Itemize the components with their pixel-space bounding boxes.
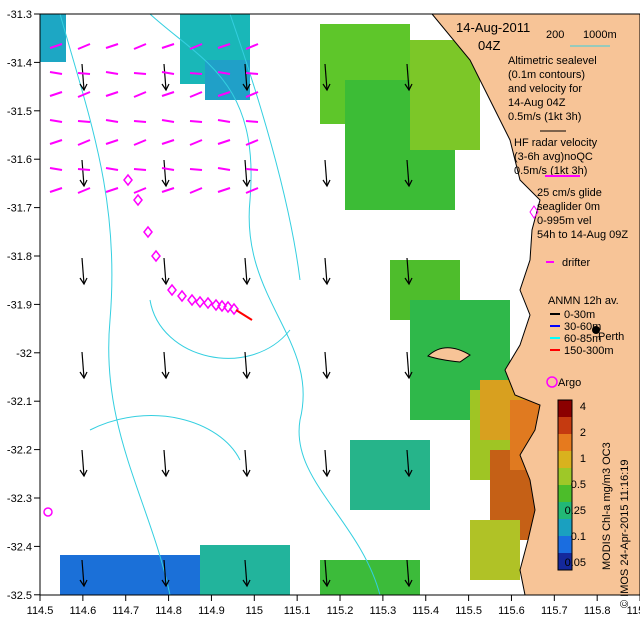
anmn-item-label: 0-30m bbox=[564, 309, 595, 321]
x-tick-label: 115.3 bbox=[370, 605, 397, 617]
perth-marker bbox=[592, 326, 600, 334]
y-tick-label: -31.3 bbox=[7, 9, 32, 21]
anmn-item-label: 150-300m bbox=[564, 345, 614, 357]
colorbar-tick-label: 0.5 bbox=[571, 479, 586, 491]
legend-line: 54h to 14-Aug 09Z bbox=[537, 229, 628, 241]
colorbar-ticks: 4 2 1 0.5 0.25 0.1 0.05 bbox=[565, 401, 586, 569]
y-tick-label: -32.5 bbox=[7, 590, 32, 602]
legend-line: seaglider 0m bbox=[537, 201, 600, 213]
glider-legend-icon bbox=[529, 205, 539, 219]
anmn-item-label: 30-60m bbox=[564, 321, 601, 333]
argo-marker bbox=[43, 507, 53, 517]
colorbar-tick-label: 0.25 bbox=[565, 505, 586, 517]
colorbar-tick-label: 0.05 bbox=[565, 557, 586, 569]
y-tick-label: -32.2 bbox=[7, 445, 32, 457]
colorbar-tick-label: 2 bbox=[580, 427, 586, 439]
x-tick-label: 115.4 bbox=[412, 605, 439, 617]
legend-line: (3-6h avg)noQC bbox=[514, 151, 593, 163]
y-tick-label: -31.5 bbox=[7, 106, 32, 118]
legend-line: (0.1m contours) bbox=[508, 69, 585, 81]
colorbar bbox=[557, 399, 573, 571]
glider-legend: 25 cm/s glide seaglider 0m 0-995m vel 54h t… bbox=[537, 187, 628, 241]
y-tick-label: -31.4 bbox=[7, 57, 32, 69]
x-tick-label: 114.8 bbox=[155, 605, 182, 617]
x-tick-label: 115.9 bbox=[627, 605, 640, 617]
legend-line: HF radar velocity bbox=[514, 137, 598, 149]
x-tick-label: 115.6 bbox=[498, 605, 525, 617]
y-tick-label: -31.8 bbox=[7, 251, 32, 263]
anmn-title: ANMN 12h av. bbox=[548, 295, 619, 307]
x-tick-label: 115.1 bbox=[284, 605, 311, 617]
y-tick-label: -32 bbox=[16, 348, 32, 360]
scale-label-b: 1000m bbox=[583, 29, 617, 41]
argo-legend-icon bbox=[546, 376, 558, 388]
legend-line: and velocity for bbox=[508, 83, 582, 95]
legend-line: 14-Aug 04Z bbox=[508, 97, 566, 109]
credit-text: © IMOS 24-Apr-2015 11:16:19 bbox=[619, 459, 631, 608]
anmn-item-label: 60-85m bbox=[564, 333, 601, 345]
x-tick-label: 114.5 bbox=[27, 605, 54, 617]
x-tick-label: 114.9 bbox=[198, 605, 225, 617]
legend-line: 0.5m/s (1kt 3h) bbox=[508, 111, 581, 123]
radar-legend: HF radar velocity (3-6h avg)noQC 0.5m/s (1… bbox=[514, 137, 598, 177]
hf-radar-arrows bbox=[49, 43, 259, 194]
sealevel-legend: Altimetric sealevel (0.1m contours) and ve… bbox=[508, 55, 597, 123]
y-tick-label: -31.9 bbox=[7, 299, 32, 311]
legend-line: 0.5m/s (1kt 3h) bbox=[514, 165, 587, 177]
scale-label-a: 200 bbox=[546, 29, 564, 41]
perth-label: Perth bbox=[598, 331, 624, 343]
x-tick-label: 115 bbox=[246, 605, 264, 617]
y-tick-label: -32.4 bbox=[7, 541, 32, 553]
legend-time: 04Z bbox=[478, 38, 500, 53]
glider-track bbox=[123, 173, 239, 316]
chlorophyll-layer bbox=[40, 14, 550, 595]
x-tick-label: 114.6 bbox=[70, 605, 97, 617]
legend-line: 0-995m vel bbox=[537, 215, 591, 227]
colorbar-tick-label: 0.1 bbox=[571, 531, 586, 543]
x-tick-label: 115.2 bbox=[327, 605, 354, 617]
drifter-label: drifter bbox=[562, 257, 590, 269]
x-tick-label: 114.7 bbox=[112, 605, 139, 617]
x-axis-ticks: 114.5 114.6 114.7 114.8 114.9 115 115.1 115.2 11… bbox=[27, 595, 640, 617]
x-tick-label: 115.7 bbox=[541, 605, 568, 617]
argo-label: Argo bbox=[558, 377, 581, 389]
colorbar-tick-label: 1 bbox=[580, 453, 586, 465]
colorbar-label: MODIS Chl-a mg/m3 OC3 bbox=[601, 442, 613, 570]
y-tick-label: -31.6 bbox=[7, 154, 32, 166]
x-tick-label: 115.5 bbox=[455, 605, 482, 617]
colorbar-tick-label: 4 bbox=[580, 401, 586, 413]
y-tick-label: -32.3 bbox=[7, 493, 32, 505]
x-tick-label: 115.8 bbox=[584, 605, 611, 617]
bathymetry-contours bbox=[59, 13, 381, 596]
land-area bbox=[430, 13, 640, 596]
y-tick-label: -32.1 bbox=[7, 396, 32, 408]
sealevel-velocity-arrows bbox=[79, 63, 413, 588]
glider-end-marker bbox=[235, 309, 253, 321]
legend-date: 14-Aug-2011 bbox=[456, 20, 530, 35]
y-tick-label: -31.7 bbox=[7, 203, 32, 215]
legend-line: 25 cm/s glide bbox=[537, 187, 602, 199]
rottnest-island bbox=[427, 347, 471, 363]
legend-line: Altimetric sealevel bbox=[508, 55, 597, 67]
y-axis-ticks: -31.3 -31.4 -31.5 -31.6 -31.7 -31.8 -31.9 -32 -3… bbox=[7, 9, 40, 602]
